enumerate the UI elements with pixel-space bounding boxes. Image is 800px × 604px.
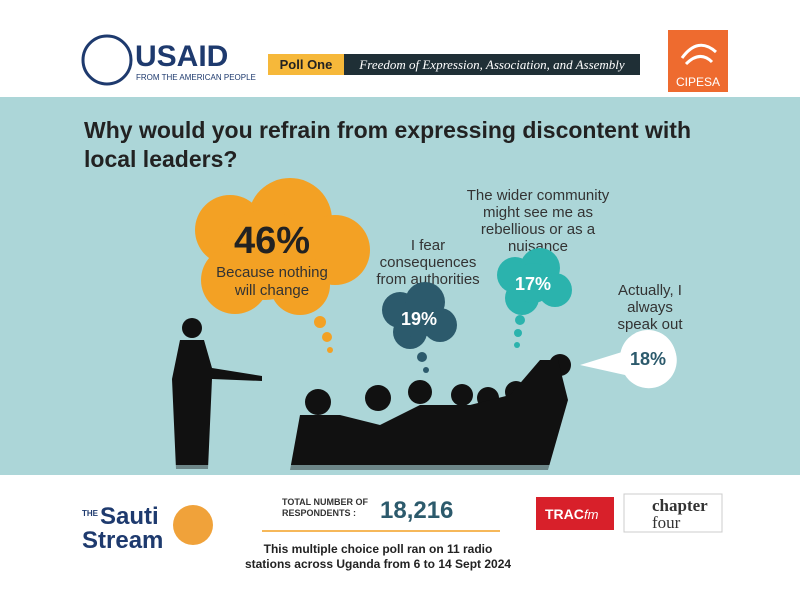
respondents-line: TOTAL NUMBER OF [282, 497, 368, 507]
answer-line: might see me as [483, 204, 593, 221]
answer-line: consequences [380, 254, 477, 271]
percent: 19% [401, 309, 437, 329]
respondents: 18,216 [380, 497, 453, 524]
answer-line: The wider community [467, 187, 610, 204]
respondents-label: TOTAL NUMBER OF RESPONDENTS : [282, 497, 368, 518]
cloud-dark [382, 282, 457, 373]
answer-line: speak out [617, 316, 683, 333]
answer-line: Because nothing [216, 264, 328, 281]
tracfm-logo [536, 497, 614, 530]
poll-title: Freedom of Expression, Association, and … [358, 57, 625, 72]
answer-line: always [627, 299, 673, 316]
percent: 17% [515, 274, 551, 294]
chapterfour: chapter [652, 496, 708, 515]
panel [0, 97, 800, 475]
cloud-teal [497, 248, 572, 348]
logo: USAID [135, 40, 228, 73]
ground [0, 465, 800, 475]
chapterfour-logo [623, 493, 723, 533]
partner-logo [668, 30, 728, 92]
percent: 46% [234, 220, 310, 262]
question: Why would you refrain from expressing di… [84, 117, 691, 172]
poll-label: Poll One [280, 57, 333, 72]
answer-text: Because nothing will change [216, 264, 328, 299]
question-line: local leaders? [84, 146, 237, 172]
silhouettes [172, 318, 571, 470]
brand-the: THE [82, 509, 99, 518]
tracfm: TRAC [545, 506, 584, 522]
brand-emblem [173, 505, 213, 545]
respondents-line: RESPONDENTS : [282, 508, 356, 518]
answer-line: nuisance [508, 238, 568, 255]
percent: 18% [630, 349, 666, 369]
question-line: Why would you refrain from expressing di… [84, 117, 691, 143]
cloud-orange [195, 178, 370, 353]
poll-label-box [268, 54, 344, 75]
brand-stream: Stream [82, 527, 163, 554]
note: This multiple choice poll ran on 11 radi… [245, 542, 511, 571]
poll-title-box [344, 54, 640, 75]
answer-line: will change [234, 282, 309, 299]
seal [81, 34, 133, 86]
partner-name: CIPESA [676, 75, 720, 89]
partner-icon [680, 43, 717, 66]
answer-text: I fear consequences from authorities [376, 237, 479, 288]
answer-line: from authorities [376, 271, 479, 288]
answer-line: Actually, I [618, 282, 682, 299]
note-line: This multiple choice poll ran on 11 radi… [264, 542, 493, 556]
note-line: stations across Uganda from 6 to 14 Sept… [245, 557, 511, 571]
tracfm-fm: fm [584, 507, 599, 522]
answer-line: I fear [411, 237, 445, 254]
logo-tagline: FROM THE AMERICAN PEOPLE [136, 73, 256, 82]
brand-sauti: Sauti [100, 503, 159, 530]
answer-line: rebellious or as a [481, 221, 596, 238]
answer-text: The wider community might see me as rebell… [467, 187, 610, 255]
speech-bubble [620, 330, 676, 386]
chapterfour-four: four [652, 513, 681, 532]
